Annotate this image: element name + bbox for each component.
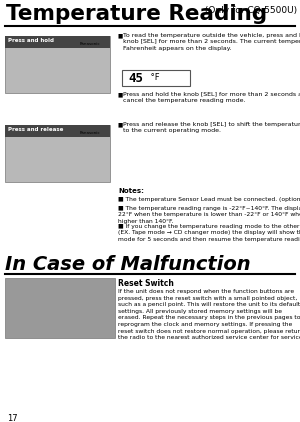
Text: ■: ■ xyxy=(118,122,123,127)
Bar xyxy=(122,70,190,86)
Text: 17: 17 xyxy=(7,414,18,422)
Text: Panasonic: Panasonic xyxy=(80,131,100,135)
Text: 45: 45 xyxy=(128,72,143,85)
Text: ■: ■ xyxy=(118,33,123,38)
Text: ■ If you change the temperature reading mode to the other mode
(EX. Tape mode → : ■ If you change the temperature reading … xyxy=(118,224,300,242)
Text: Press and release the knob [SEL] to shift the temperature display
to the current: Press and release the knob [SEL] to shif… xyxy=(123,122,300,133)
Bar xyxy=(5,36,110,48)
Text: Reset Switch: Reset Switch xyxy=(118,279,174,288)
Bar xyxy=(5,36,110,93)
Text: In Case of Malfunction: In Case of Malfunction xyxy=(5,255,250,274)
Text: ■ The temperature Sensor Lead must be connected. (option): ■ The temperature Sensor Lead must be co… xyxy=(118,197,300,202)
Text: ■ The temperature reading range is -22°F~140°F. The display will -
22°F when the: ■ The temperature reading range is -22°F… xyxy=(118,206,300,224)
Text: Panasonic: Panasonic xyxy=(80,42,100,46)
Bar xyxy=(5,278,115,338)
Text: ■: ■ xyxy=(118,92,123,97)
Text: To read the temperature outside the vehicle, press and hold the
knob [SEL] for m: To read the temperature outside the vehi… xyxy=(123,33,300,51)
Text: Temperature Reading: Temperature Reading xyxy=(6,4,267,24)
Bar xyxy=(5,125,110,182)
Text: Press and release: Press and release xyxy=(8,127,63,132)
Text: (Only for CQ-5500U): (Only for CQ-5500U) xyxy=(202,6,297,15)
Text: If the unit does not respond when the function buttons are
pressed, press the re: If the unit does not respond when the fu… xyxy=(118,289,300,340)
Text: Press and hold: Press and hold xyxy=(8,38,54,43)
Text: Press and hold the knob [SEL] for more than 2 seconds again to
cancel the temper: Press and hold the knob [SEL] for more t… xyxy=(123,92,300,103)
Bar xyxy=(5,125,110,137)
Text: °F: °F xyxy=(148,73,160,82)
Text: Notes:: Notes: xyxy=(118,188,144,194)
